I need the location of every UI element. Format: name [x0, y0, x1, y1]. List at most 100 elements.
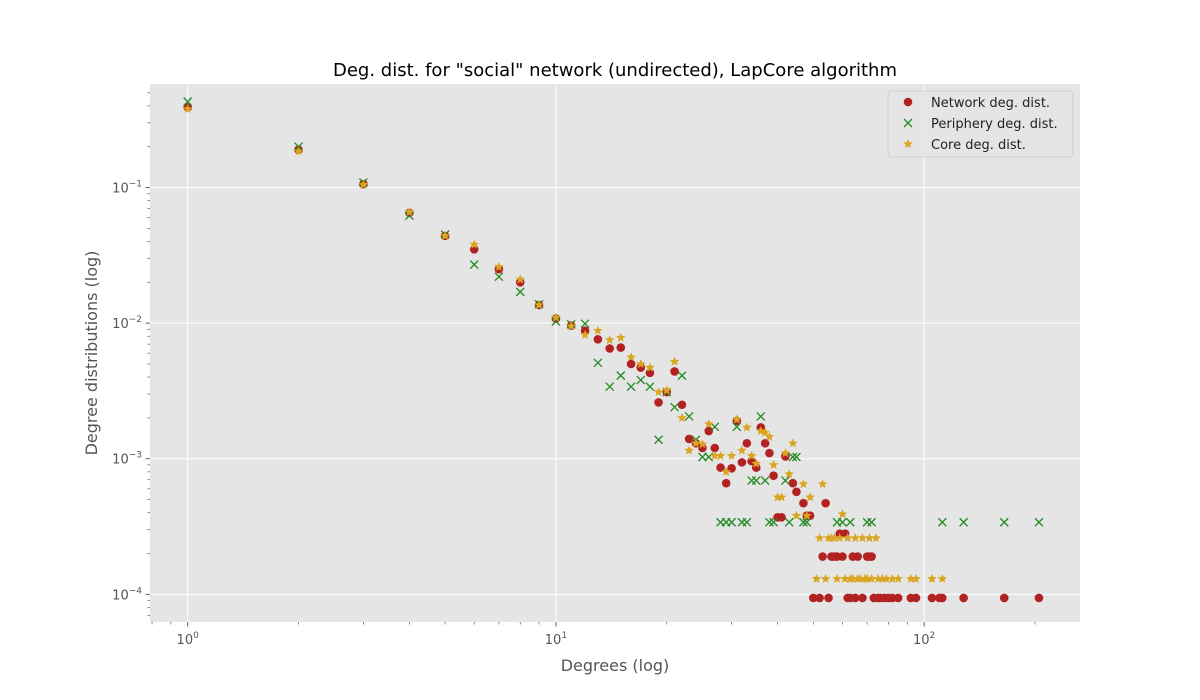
network-point	[769, 471, 778, 480]
periphery-point	[469, 260, 479, 270]
network-point	[927, 593, 937, 603]
plot-area	[150, 84, 1080, 622]
core-point	[840, 573, 850, 583]
periphery-point	[798, 517, 808, 527]
periphery-point	[764, 517, 774, 527]
network-point	[777, 512, 786, 522]
core-point	[293, 146, 304, 156]
network-point	[593, 334, 603, 344]
network-point	[716, 463, 725, 472]
periphery-point	[580, 319, 590, 329]
core-point	[835, 533, 845, 543]
core-point	[697, 439, 708, 449]
network-point	[824, 593, 833, 603]
core-point	[887, 573, 898, 583]
periphery-point	[727, 517, 737, 527]
grid-lines	[150, 84, 1080, 622]
network-point	[893, 593, 903, 603]
core-point	[814, 533, 825, 543]
core-point	[566, 321, 576, 331]
network-point	[605, 344, 615, 353]
axis-ticks: 100 101 102 10−1 10−2 10−3 10−4	[112, 92, 1036, 648]
core-point	[404, 206, 415, 217]
legend-label: Network deg. dist.	[931, 96, 1050, 111]
periphery-point	[670, 402, 680, 412]
core-point	[871, 533, 881, 543]
y-tick-label: 10−4	[112, 586, 142, 603]
network-point	[670, 367, 679, 376]
network-point	[815, 593, 824, 603]
network-point	[616, 343, 626, 352]
periphery-point	[760, 476, 770, 486]
periphery-point	[636, 375, 646, 385]
network-point	[999, 593, 1009, 603]
core-point	[715, 450, 726, 460]
core-point	[776, 492, 787, 502]
core-point	[805, 492, 815, 502]
periphery-point	[183, 97, 193, 107]
network-point	[760, 438, 770, 448]
core-point	[850, 533, 861, 543]
network-point	[1034, 593, 1044, 603]
core-point	[911, 573, 921, 583]
core-point	[746, 450, 757, 460]
y-axis-label: Degree distributions (log)	[82, 251, 101, 456]
core-point	[737, 445, 747, 455]
periphery-point	[751, 476, 761, 486]
periphery-point	[837, 517, 847, 527]
network-point	[858, 593, 867, 603]
core-point	[636, 358, 646, 368]
core-point	[645, 362, 655, 372]
core-point	[802, 510, 812, 520]
core-point	[927, 573, 937, 583]
periphery-point	[605, 382, 615, 392]
y-tick-label: 10−2	[112, 315, 142, 332]
periphery-point	[845, 517, 855, 527]
data-points	[182, 97, 1044, 603]
network-point	[788, 478, 798, 488]
network-point	[937, 593, 947, 603]
series-periphery	[183, 97, 1044, 527]
core-point	[837, 509, 848, 519]
core-point	[616, 332, 626, 342]
periphery-point	[515, 287, 525, 297]
periphery-point	[780, 476, 790, 486]
periphery-point	[684, 411, 694, 421]
core-point	[817, 479, 828, 489]
network-point	[911, 593, 921, 603]
legend-marker-core	[903, 139, 913, 149]
core-point	[732, 414, 742, 424]
x-tick-label: 101	[545, 631, 567, 648]
periphery-point	[697, 452, 707, 462]
y-tick-label: 10−3	[112, 451, 142, 468]
core-point	[906, 573, 916, 583]
core-point	[760, 427, 770, 437]
network-point	[853, 552, 863, 561]
core-point	[937, 573, 948, 583]
core-point	[788, 438, 798, 448]
core-point	[842, 533, 853, 543]
y-tick-label: 10−1	[112, 180, 142, 197]
periphery-point	[784, 517, 794, 527]
core-point	[710, 450, 720, 460]
core-point	[832, 573, 842, 583]
core-point	[494, 261, 504, 271]
periphery-point	[677, 371, 687, 381]
network-point	[850, 593, 860, 603]
core-point	[893, 573, 903, 583]
core-point	[662, 385, 672, 395]
periphery-point	[769, 517, 779, 527]
legend-marker-periphery	[903, 118, 913, 128]
core-point	[580, 329, 590, 339]
core-point	[768, 459, 779, 469]
core-point	[784, 469, 794, 479]
network-point	[677, 400, 687, 410]
network-point	[799, 498, 808, 508]
periphery-point	[551, 316, 561, 326]
core-point	[515, 274, 525, 284]
x-tick-label: 102	[913, 631, 935, 648]
periphery-point	[742, 517, 752, 527]
network-point	[867, 552, 876, 561]
core-point	[358, 179, 369, 189]
